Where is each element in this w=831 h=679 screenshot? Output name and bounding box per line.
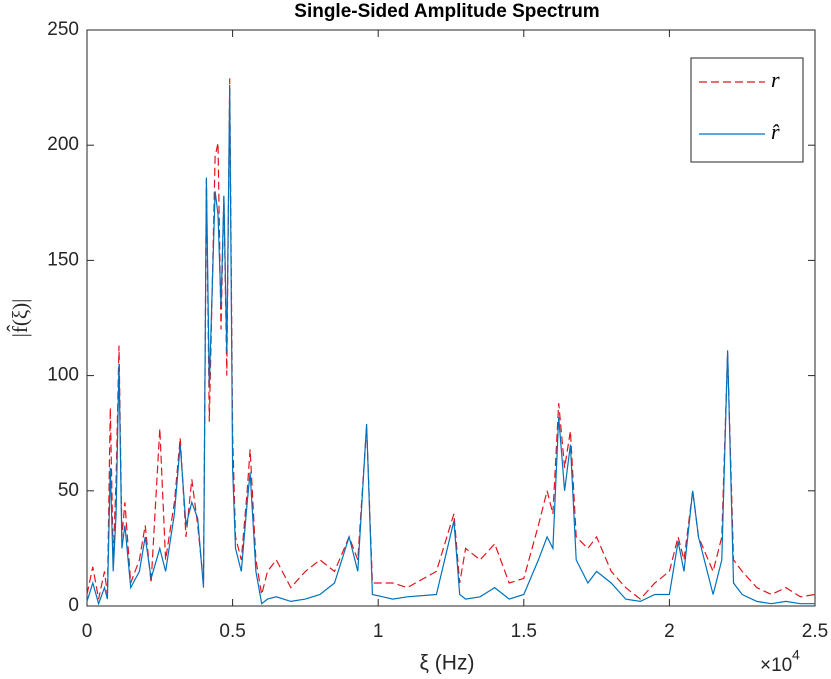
y-tick-label: 250 — [47, 19, 79, 40]
plot-area — [86, 29, 816, 607]
series-line — [86, 78, 816, 600]
x-tick-label: 1 — [373, 621, 384, 642]
x-tick-label: 2.5 — [802, 621, 828, 642]
y-tick-label: 0 — [68, 595, 79, 616]
y-tick-label: 50 — [58, 480, 79, 501]
y-axis-label: |f̂(ξ)| — [7, 299, 32, 338]
chart-title: Single-Sided Amplitude Spectrum — [294, 1, 599, 22]
x-tick-label: 2 — [664, 621, 675, 642]
y-tick-label: 150 — [47, 249, 79, 270]
series-line — [86, 87, 815, 606]
x-tick-label: 1.5 — [511, 621, 537, 642]
y-tick-label: 200 — [47, 134, 79, 155]
x-multiplier-exponent: 4 — [792, 647, 800, 663]
x-multiplier-base: ×10 — [760, 655, 792, 676]
legend-label: r — [771, 67, 780, 92]
x-tick-label: 0.5 — [219, 621, 245, 642]
legend-label: r̂ — [771, 119, 780, 144]
x-axis-label: ξ (Hz) — [420, 652, 475, 675]
legend-box — [690, 57, 804, 163]
y-tick-label: 100 — [47, 365, 79, 386]
x-tick-label: 0 — [82, 621, 93, 642]
